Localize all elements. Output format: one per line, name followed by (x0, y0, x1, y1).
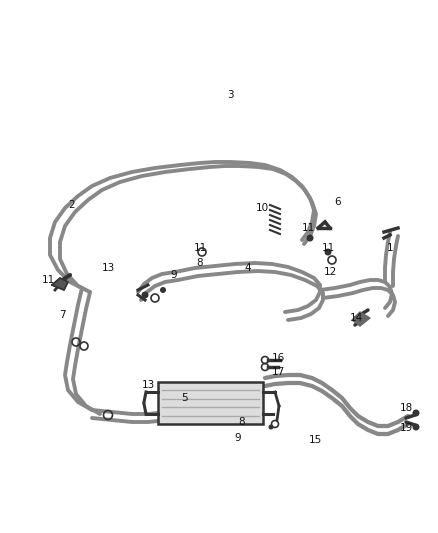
Circle shape (325, 248, 332, 255)
Text: 8: 8 (239, 417, 245, 427)
Text: 8: 8 (197, 258, 203, 268)
Text: 11: 11 (193, 243, 207, 253)
Text: 11: 11 (301, 223, 314, 233)
Text: 19: 19 (399, 423, 413, 433)
Text: 17: 17 (272, 367, 285, 377)
Polygon shape (352, 312, 370, 326)
Text: 14: 14 (350, 313, 363, 323)
Text: 10: 10 (255, 203, 268, 213)
Text: 6: 6 (335, 197, 341, 207)
Text: 1: 1 (387, 243, 393, 253)
Text: 12: 12 (323, 267, 337, 277)
Text: 2: 2 (69, 200, 75, 210)
Circle shape (160, 287, 166, 293)
Text: 9: 9 (235, 433, 241, 443)
FancyBboxPatch shape (158, 382, 263, 424)
Text: 16: 16 (272, 353, 285, 363)
Text: 7: 7 (59, 310, 65, 320)
Text: 13: 13 (101, 263, 115, 273)
Circle shape (413, 409, 420, 416)
Circle shape (413, 424, 420, 431)
Text: 11: 11 (321, 243, 335, 253)
Text: 15: 15 (308, 435, 321, 445)
Text: 13: 13 (141, 380, 155, 390)
Text: 11: 11 (41, 275, 55, 285)
Text: 9: 9 (171, 270, 177, 280)
Text: 4: 4 (245, 263, 251, 273)
Circle shape (268, 424, 273, 430)
Circle shape (307, 235, 314, 241)
Text: 3: 3 (227, 90, 233, 100)
Polygon shape (52, 278, 68, 290)
Text: 5: 5 (182, 393, 188, 403)
Circle shape (141, 292, 148, 298)
Text: 18: 18 (399, 403, 413, 413)
